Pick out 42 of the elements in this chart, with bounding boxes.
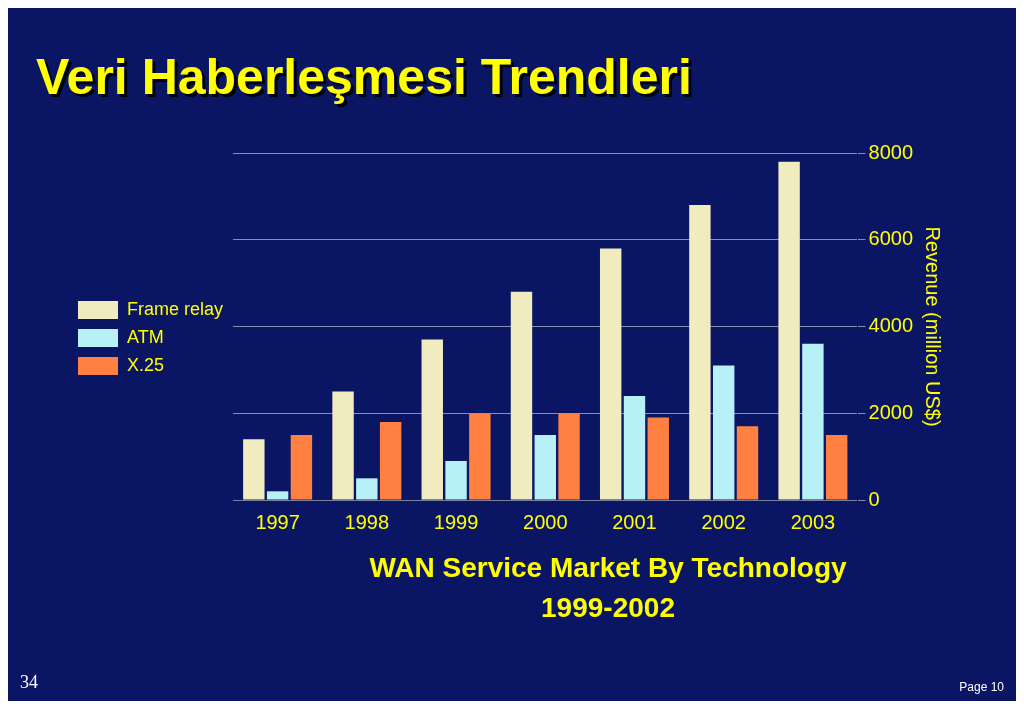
bar <box>510 291 533 500</box>
bar <box>469 413 491 500</box>
chart-title: Veri Haberleşmesi Trendleri <box>36 48 692 106</box>
y-axis-title: Revenue (million US$) <box>922 226 945 427</box>
y-tick-label: 4000 <box>868 314 914 337</box>
bar <box>379 421 402 500</box>
bar <box>712 365 735 500</box>
bar <box>689 205 711 500</box>
legend-label: Frame relay <box>127 298 224 319</box>
x-tick-label: 1997 <box>255 510 300 533</box>
bar <box>736 426 759 500</box>
legend-label: X.25 <box>127 354 165 375</box>
bar <box>534 434 556 500</box>
bar <box>599 248 622 500</box>
bar <box>802 343 824 500</box>
bar <box>778 161 800 500</box>
x-tick-label: 1998 <box>344 510 390 533</box>
text: 34 <box>20 672 38 693</box>
bar <box>356 478 378 500</box>
text: WAN Service Market By Technology <box>368 551 848 585</box>
bar <box>647 417 669 500</box>
y-tick-label: 8000 <box>868 140 914 163</box>
bar <box>421 339 443 500</box>
text: Page 10 <box>959 680 1004 694</box>
bar <box>332 391 354 500</box>
bar <box>558 413 580 500</box>
x-tick-label: 1999 <box>433 510 479 533</box>
y-tick-label: 0 <box>868 487 880 510</box>
legend-label: ATM <box>127 326 164 347</box>
x-tick-label: 2001 <box>612 510 657 533</box>
bar <box>825 434 848 500</box>
text: 1999-2002 <box>540 591 676 625</box>
y-tick-label: 2000 <box>868 400 914 423</box>
x-tick-label: 2003 <box>790 510 836 533</box>
x-tick-label: 2002 <box>701 510 746 533</box>
bar <box>290 434 313 500</box>
bar <box>623 395 646 500</box>
bar <box>243 439 265 500</box>
x-tick-label: 2000 <box>523 510 568 533</box>
y-tick-label: 6000 <box>868 227 914 250</box>
bar <box>266 491 289 500</box>
bar <box>445 460 467 500</box>
